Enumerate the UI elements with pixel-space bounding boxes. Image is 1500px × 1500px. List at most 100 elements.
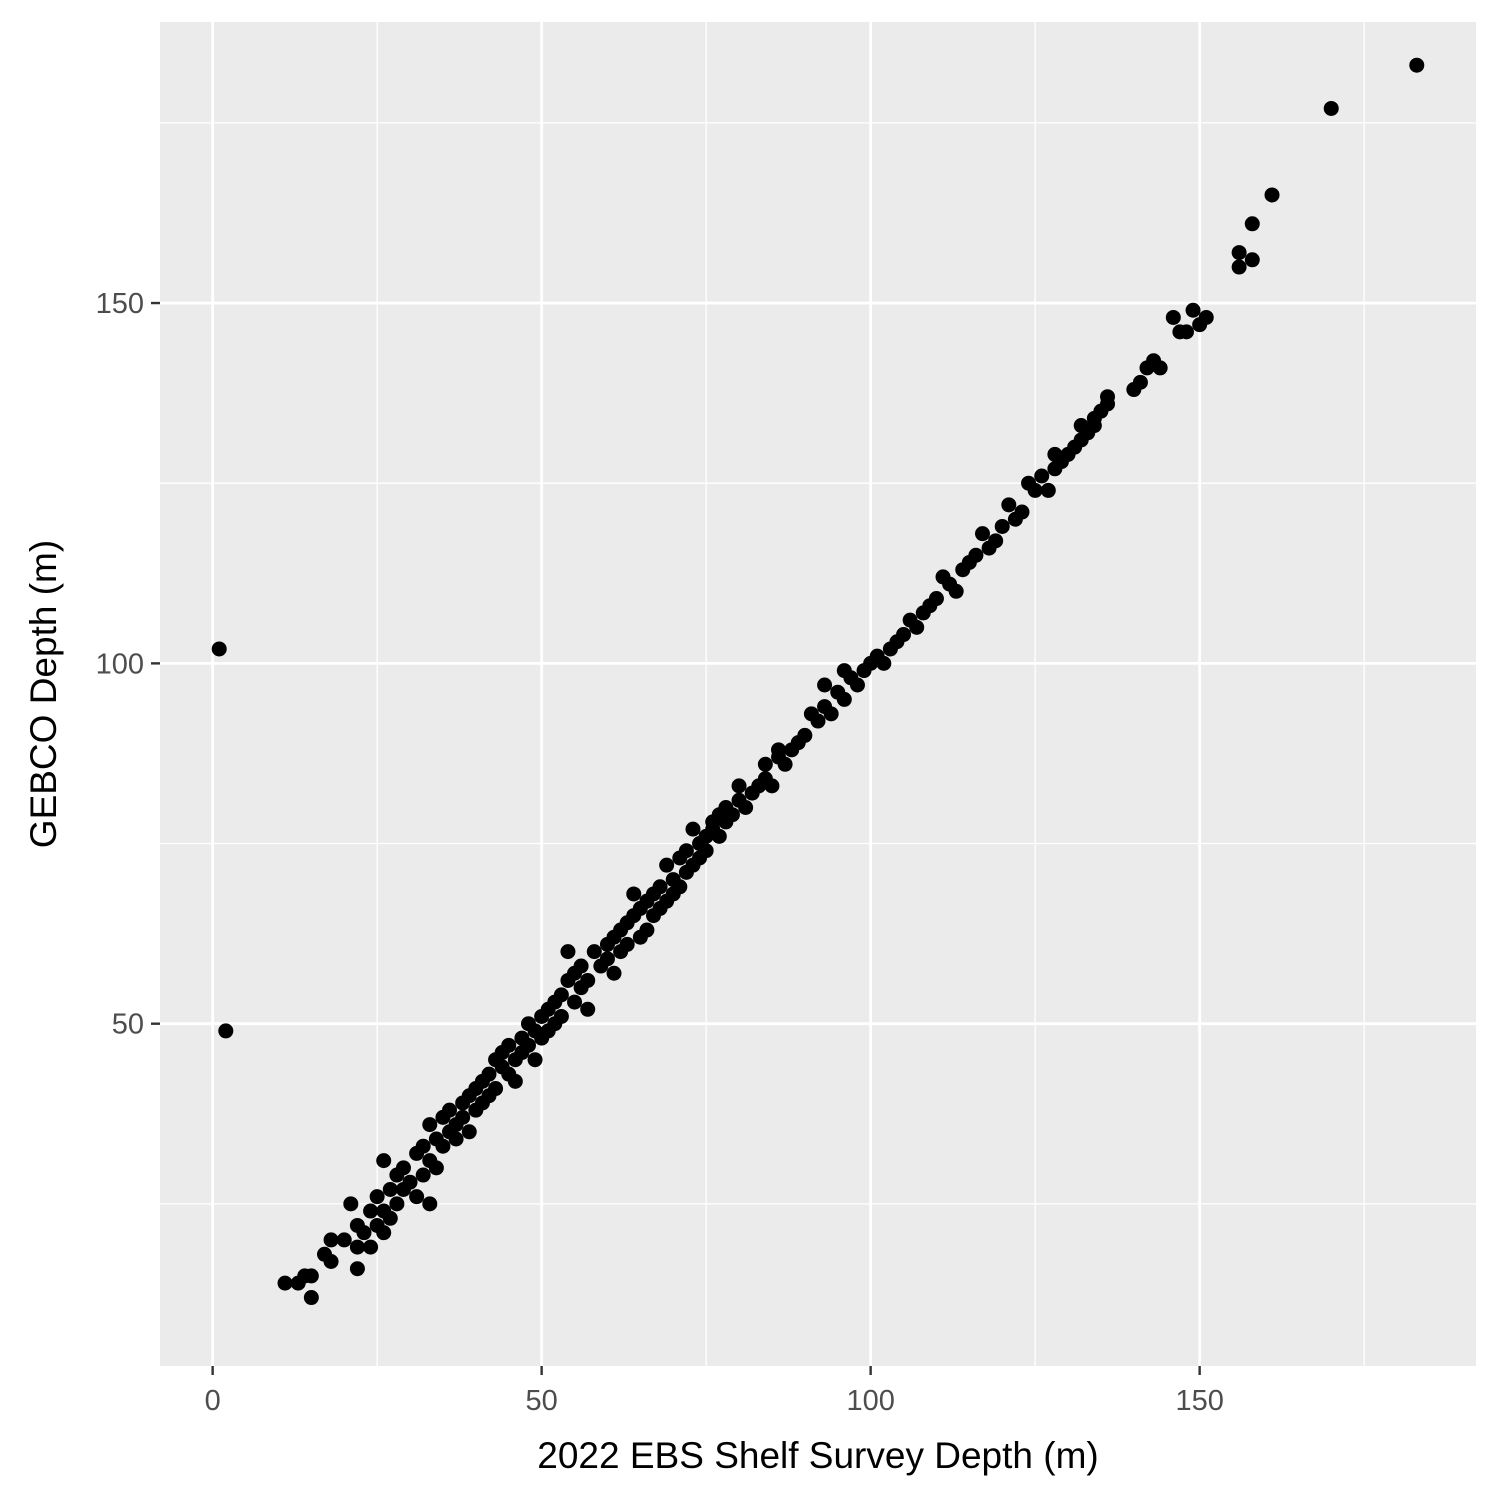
data-point xyxy=(376,1225,392,1241)
data-point xyxy=(481,1066,497,1082)
data-point xyxy=(343,1196,359,1212)
x-tick-label: 50 xyxy=(526,1385,558,1417)
data-point xyxy=(1185,302,1201,318)
data-point xyxy=(402,1174,418,1190)
data-point xyxy=(1264,187,1280,203)
data-point xyxy=(218,1023,234,1039)
data-point xyxy=(896,627,912,643)
data-point xyxy=(376,1153,392,1169)
data-point xyxy=(599,951,615,967)
data-point xyxy=(738,800,754,816)
data-point xyxy=(988,533,1004,549)
data-point xyxy=(277,1275,293,1291)
data-point xyxy=(415,1167,431,1183)
data-point xyxy=(323,1232,339,1248)
y-tick-label: 100 xyxy=(96,648,144,680)
data-point xyxy=(363,1239,379,1255)
data-point xyxy=(409,1189,425,1205)
data-point xyxy=(369,1189,385,1205)
data-point xyxy=(1231,245,1247,261)
data-point xyxy=(442,1102,458,1118)
data-point xyxy=(659,857,675,873)
data-point xyxy=(1132,374,1148,390)
data-point xyxy=(435,1138,451,1154)
data-points xyxy=(211,57,1425,1306)
data-point xyxy=(520,1037,536,1053)
data-point xyxy=(948,583,964,599)
data-point xyxy=(823,706,839,722)
data-point xyxy=(764,778,780,794)
data-point xyxy=(303,1268,319,1284)
data-point xyxy=(448,1131,464,1147)
data-point xyxy=(928,591,944,607)
data-point xyxy=(1086,418,1102,434)
data-point xyxy=(501,1037,517,1053)
x-tick-label: 100 xyxy=(846,1385,894,1417)
data-point xyxy=(349,1261,365,1277)
data-point xyxy=(1165,309,1181,325)
data-point xyxy=(422,1117,438,1133)
minor-gridlines xyxy=(160,22,1476,1366)
data-point xyxy=(909,619,925,635)
data-point xyxy=(731,778,747,794)
data-point xyxy=(672,879,688,895)
data-point xyxy=(1409,57,1425,73)
data-point xyxy=(810,713,826,729)
data-point xyxy=(573,958,589,974)
data-point xyxy=(711,828,727,844)
data-point xyxy=(586,944,602,960)
x-tick-label: 150 xyxy=(1175,1385,1223,1417)
x-tick-label: 0 xyxy=(205,1385,221,1417)
data-point xyxy=(1034,468,1050,484)
data-point xyxy=(836,691,852,707)
data-point xyxy=(363,1203,379,1219)
data-point xyxy=(619,936,635,952)
data-point xyxy=(580,1001,596,1017)
y-tick-label: 50 xyxy=(112,1009,144,1041)
data-point xyxy=(527,1052,543,1068)
data-point xyxy=(1014,504,1030,520)
data-point xyxy=(336,1232,352,1248)
data-point xyxy=(349,1239,365,1255)
data-point xyxy=(1100,389,1116,405)
data-point xyxy=(382,1181,398,1197)
data-point xyxy=(389,1196,405,1212)
data-point xyxy=(876,655,892,671)
data-point xyxy=(1001,497,1017,513)
x-axis-title: 2022 EBS Shelf Survey Depth (m) xyxy=(537,1435,1098,1476)
data-point xyxy=(1040,482,1056,498)
data-point xyxy=(211,641,227,657)
data-point xyxy=(382,1210,398,1226)
data-point xyxy=(626,886,642,902)
y-tick-label: 150 xyxy=(96,288,144,320)
data-point xyxy=(422,1196,438,1212)
data-point xyxy=(553,1008,569,1024)
data-point xyxy=(507,1073,523,1089)
data-point xyxy=(1152,360,1168,376)
data-point xyxy=(685,821,701,837)
data-point xyxy=(797,727,813,743)
data-point xyxy=(323,1254,339,1270)
data-point xyxy=(303,1290,319,1306)
data-point xyxy=(849,677,865,693)
data-point xyxy=(652,879,668,895)
data-point xyxy=(553,987,569,1003)
data-point xyxy=(1244,216,1260,232)
data-point xyxy=(1198,309,1214,325)
data-point xyxy=(817,677,833,693)
data-point xyxy=(678,843,694,859)
data-point xyxy=(455,1109,471,1125)
y-axis-ticks: 50 100 150 xyxy=(96,288,160,1041)
data-point xyxy=(606,965,622,981)
data-point xyxy=(994,518,1010,534)
data-point xyxy=(461,1124,477,1140)
data-point xyxy=(757,756,773,772)
data-point xyxy=(560,944,576,960)
data-point xyxy=(777,756,793,772)
y-axis-title: GEBCO Depth (m) xyxy=(23,540,64,848)
data-point xyxy=(1178,324,1194,340)
data-point xyxy=(395,1160,411,1176)
data-point xyxy=(488,1081,504,1097)
data-point xyxy=(356,1225,372,1241)
